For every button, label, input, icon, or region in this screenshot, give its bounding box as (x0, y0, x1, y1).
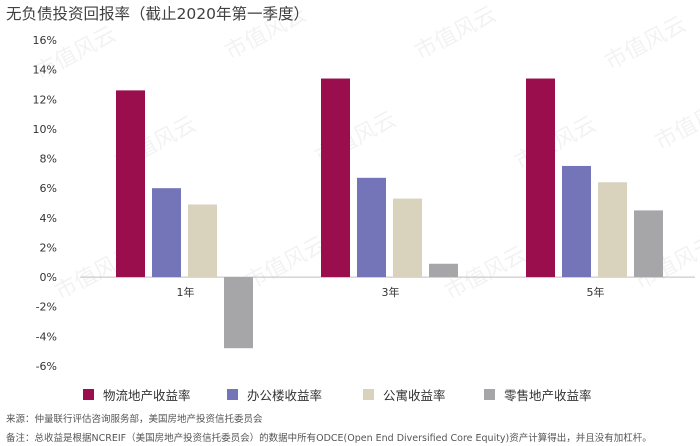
legend-label-retail: 零售地产收益率 (504, 387, 592, 403)
x-axis: 1年 3年 5年 (177, 285, 605, 299)
watermark-text: 市值风云 (651, 92, 700, 155)
bar (429, 263, 458, 278)
bar (152, 188, 181, 278)
bar (188, 204, 217, 278)
legend-label-logistics: 物流地产收益率 (103, 387, 191, 403)
y-tick-label: 14% (33, 64, 57, 77)
y-tick-label: 0% (40, 271, 57, 284)
bar (598, 182, 627, 278)
x-tick-label: 3年 (382, 285, 400, 299)
legend-label-office: 办公楼收益率 (247, 387, 323, 403)
legend-label-apartment: 公寓收益率 (383, 387, 446, 403)
y-tick-label: -4% (36, 330, 57, 343)
x-tick-label: 5年 (587, 285, 605, 299)
bar (321, 78, 350, 278)
y-tick-label: 10% (33, 123, 57, 136)
y-tick-label: -2% (36, 301, 57, 314)
watermark-text: 市值风云 (221, 2, 310, 65)
y-tick-label: -6% (36, 360, 57, 373)
legend-item-logistics: 物流地产收益率 (83, 385, 191, 403)
legend-item-office: 办公楼收益率 (227, 385, 322, 403)
remark-note: 备注：总收益是根据NCREIF（美国房地产投资信托委员会）的数据中所有ODCE(… (6, 433, 652, 444)
legend-item-retail: 零售地产收益率 (484, 385, 592, 403)
legend-swatch-logistics (83, 388, 94, 400)
bar (393, 198, 422, 278)
legend: 物流地产收益率 办公楼收益率 公寓收益率 零售地产收益率 (0, 385, 700, 403)
y-tick-label: 6% (40, 182, 57, 195)
watermark-text: 市值风云 (511, 112, 600, 175)
legend-swatch-apartment (363, 388, 374, 400)
chart-title: 无负债投资回报率（截止2020年第一季度） (6, 5, 309, 23)
legend-swatch-retail (484, 388, 495, 400)
y-tick-label: 4% (40, 212, 57, 225)
watermark-text: 市值风云 (411, 2, 500, 65)
y-tick-label: 12% (33, 93, 57, 106)
source-note: 来源：仲量联行评估咨询服务部，美国房地产投资信托委员会 (6, 414, 263, 425)
y-tick-label: 8% (40, 153, 57, 166)
bar (116, 90, 145, 278)
y-tick-label: 2% (40, 241, 57, 254)
y-axis: -6% -4% -2% 0% 2% 4% 6% 8% 10% 12% 14% 16% (33, 34, 57, 373)
bar (224, 277, 253, 349)
bar (526, 78, 555, 278)
x-tick-label: 1年 (177, 285, 195, 299)
legend-item-apartment: 公寓收益率 (363, 385, 446, 403)
legend-swatch-office (227, 388, 238, 400)
watermark-text: 市值风云 (241, 232, 330, 295)
bar (562, 165, 591, 278)
watermark-text: 市值风云 (601, 12, 690, 75)
bar (634, 210, 663, 278)
y-tick-label: 16% (33, 34, 57, 47)
bar (357, 177, 386, 278)
bars-layer (116, 78, 663, 349)
